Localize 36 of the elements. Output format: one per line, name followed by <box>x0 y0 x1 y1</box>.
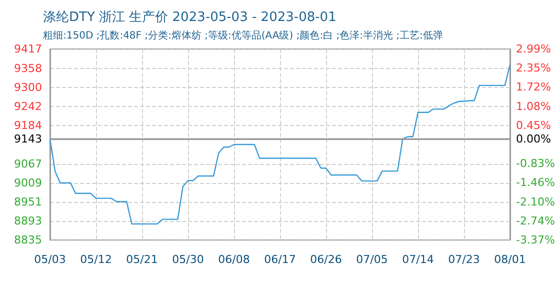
y2-tick-label: 1.72% <box>516 80 551 94</box>
y-tick-label: 9417 <box>14 42 42 56</box>
y-tick-label: 9242 <box>14 100 42 113</box>
y2-tick-label: -2.74% <box>516 214 555 228</box>
y-tick-label: 8835 <box>14 234 42 246</box>
y-tick-label: 9067 <box>14 157 42 170</box>
x-tick-label: 08/01 <box>494 253 526 266</box>
x-tick-label: 07/05 <box>356 253 388 266</box>
x-tick-label: 05/21 <box>126 253 158 266</box>
y2-tick-label: 2.99% <box>516 42 551 56</box>
y-tick-label: 8893 <box>14 214 42 228</box>
y-tick-label: 8951 <box>14 195 42 208</box>
chart-subtitle: 粗细:150D ;孔数:48F ;分类:熔体纺 ;等级:优等品(AA级) ;颜色:白 ;色泽:半消光 ;工艺:低弹 <box>43 30 443 42</box>
y2-tick-label: 0.00% <box>516 132 551 146</box>
line-series <box>49 64 511 225</box>
y-tick-label: 9300 <box>14 80 42 94</box>
x-tick-label: 05/30 <box>172 253 204 266</box>
x-tick-label: 05/03 <box>34 253 66 266</box>
y2-tick-label: 0.45% <box>516 118 551 132</box>
y2-tick-label: -3.37% <box>516 234 555 246</box>
x-tick-label: 05/12 <box>80 253 112 266</box>
y2-tick-label: -1.46% <box>516 176 555 190</box>
y2-tick-label: 2.35% <box>516 62 551 75</box>
y-tick-label: 9009 <box>14 176 42 190</box>
x-tick-label: 07/14 <box>402 253 434 266</box>
x-tick-label: 06/26 <box>310 253 342 266</box>
y-tick-label: 9184 <box>14 118 42 132</box>
chart-title: 涤纶DTY 浙江 生产价 2023-05-03 - 2023-08-01 <box>43 10 336 25</box>
y2-tick-label: 1.08% <box>516 100 551 113</box>
x-tick-label: 07/23 <box>448 253 480 266</box>
x-tick-label: 06/08 <box>218 253 250 266</box>
y2-tick-label: -0.83% <box>516 157 555 170</box>
y-tick-label: 9358 <box>14 62 42 75</box>
x-tick-label: 06/17 <box>264 253 296 266</box>
y2-tick-label: -2.10% <box>516 195 555 208</box>
y-tick-label: 9143 <box>14 132 42 146</box>
